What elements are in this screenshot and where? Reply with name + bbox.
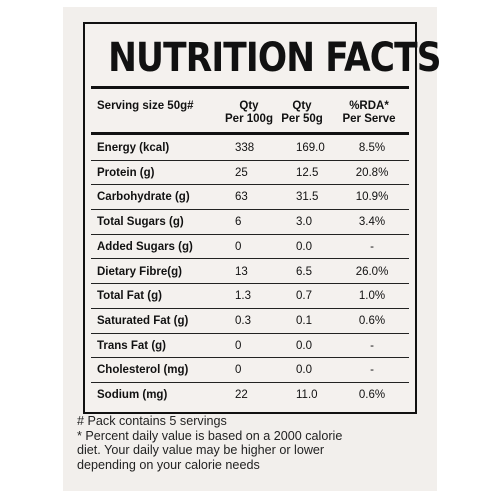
footnote-line: depending on your calorie needs	[77, 457, 260, 472]
nutrient-name: Saturated Fat (g)	[97, 314, 189, 327]
row-divider	[91, 159, 409, 161]
nutrient-row: Carbohydrate (g) 63 31.5 10.9%	[85, 185, 415, 211]
row-divider	[91, 209, 409, 211]
qty-per-100g: 0	[235, 339, 242, 352]
nutrient-row: Sodium (mg) 22 11.0 0.6%	[85, 383, 415, 408]
row-divider	[91, 184, 409, 186]
qty-per-100g: 63	[235, 191, 248, 204]
rda-percent: -	[370, 364, 374, 377]
qty-per-100g: 25	[235, 166, 248, 179]
qty-per-50g-header: Qty Per 50g	[276, 100, 328, 126]
nutrient-name: Total Fat (g)	[97, 290, 162, 303]
panel-title: NUTRITION FACTS	[108, 35, 441, 81]
nutrient-name: Sodium (mg)	[97, 389, 168, 401]
qty-per-50g: 0.1	[296, 314, 312, 327]
qty-per-100g: 338	[235, 142, 255, 154]
nutrient-row: Protein (g) 25 12.5 20.8%	[85, 161, 415, 186]
qty-per-50g: 11.0	[296, 389, 318, 401]
qty-per-100g: 1.3	[235, 290, 251, 303]
rda-per-serve-header: %RDA* Per Serve	[339, 100, 399, 126]
row-divider	[91, 258, 409, 260]
row-divider	[91, 283, 409, 285]
nutrient-row: Energy (kcal) 338 169.0 8.5%	[85, 136, 415, 161]
nutrient-name: Carbohydrate (g)	[97, 191, 190, 204]
nutrient-row: Added Sugars (g) 0 0.0 -	[85, 235, 415, 260]
nutrition-facts-panel: NUTRITION FACTS Serving size 50g# Qty Pe…	[83, 22, 441, 414]
nutrient-row: Total Fat (g) 1.3 0.7 1.0%	[85, 284, 415, 309]
header-line: Qty	[292, 100, 312, 112]
qty-per-100g: 0	[235, 364, 242, 377]
nutrient-name: Added Sugars (g)	[97, 240, 193, 253]
qty-per-100g: 6	[235, 216, 242, 229]
header-line: Per 50g	[281, 113, 323, 125]
rda-percent: 0.6%	[358, 314, 386, 327]
title-divider	[91, 86, 409, 89]
qty-per-50g: 0.7	[296, 290, 312, 303]
qty-per-50g: 169.0	[296, 142, 325, 154]
nutrient-name: Total Sugars (g)	[97, 216, 184, 229]
qty-per-50g: 0.0	[296, 339, 312, 352]
header-divider	[91, 132, 409, 135]
qty-per-50g: 0.0	[296, 364, 312, 377]
nutrient-row: Cholesterol (mg) 0 0.0 -	[85, 358, 415, 383]
footnotes: # Pack contains 5 servings * Percent dai…	[77, 414, 427, 472]
rda-percent: 0.6%	[358, 389, 386, 401]
nutrient-row: Total Sugars (g) 6 3.0 3.4%	[85, 210, 415, 235]
serving-size-label: Serving size 50g#	[97, 100, 194, 112]
qty-per-100g-header: Qty Per 100g	[225, 100, 273, 126]
header-line: %RDA*	[349, 100, 389, 112]
row-divider	[91, 307, 409, 309]
qty-per-50g: 3.0	[296, 216, 312, 229]
rda-percent: 10.9%	[355, 191, 389, 204]
footnote-line: # Pack contains 5 servings	[77, 414, 227, 428]
nutrient-name: Cholesterol (mg)	[97, 364, 189, 377]
row-divider	[91, 357, 409, 359]
rda-percent: 1.0%	[358, 290, 386, 303]
qty-per-100g: 22	[235, 389, 248, 401]
qty-per-50g: 12.5	[296, 166, 319, 179]
nutrient-name: Trans Fat (g)	[97, 339, 167, 352]
header-line: Per 100g	[225, 113, 273, 125]
qty-per-100g: 13	[235, 265, 248, 278]
row-divider	[91, 332, 409, 334]
row-divider	[91, 233, 409, 235]
rda-percent: 20.8%	[355, 166, 389, 179]
header-line: Qty	[239, 100, 259, 112]
nutrient-row: Saturated Fat (g) 0.3 0.1 0.6%	[85, 309, 415, 334]
qty-per-100g: 0.3	[235, 314, 251, 327]
qty-per-50g: 6.5	[296, 265, 312, 278]
qty-per-50g: 31.5	[296, 191, 319, 204]
nutrient-row: Trans Fat (g) 0 0.0 -	[85, 334, 415, 359]
row-divider	[91, 381, 409, 383]
footnote-line: * Percent daily value is based on a 2000…	[77, 428, 343, 443]
nutrient-name: Dietary Fibre(g)	[97, 265, 182, 278]
rda-percent: -	[370, 240, 374, 253]
header-line: Per Serve	[342, 113, 396, 125]
qty-per-50g: 0.0	[296, 240, 312, 253]
nutrient-name: Energy (kcal)	[97, 142, 170, 154]
nutrition-label-card: NUTRITION FACTS Serving size 50g# Qty Pe…	[63, 7, 441, 491]
rda-percent: 8.5%	[358, 142, 386, 154]
rda-percent: -	[370, 339, 374, 352]
nutrient-name: Protein (g)	[97, 166, 155, 179]
rda-percent: 26.0%	[355, 265, 389, 278]
qty-per-100g: 0	[235, 240, 242, 253]
rda-percent: 3.4%	[358, 216, 386, 229]
nutrient-row: Dietary Fibre(g) 13 6.5 26.0%	[85, 260, 415, 285]
footnote-line: diet. Your daily value may be higher or …	[77, 443, 325, 457]
